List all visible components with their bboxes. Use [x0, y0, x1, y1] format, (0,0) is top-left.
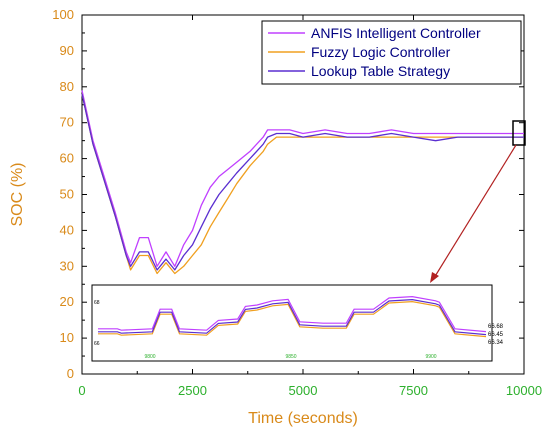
- x-axis-title: Time (seconds): [248, 410, 358, 427]
- inset-series-line-1: [98, 300, 487, 338]
- x-tick-label: 2500: [178, 383, 207, 398]
- series-line-0: [81, 90, 524, 267]
- legend: ANFIS Intelligent Controller Fuzzy Logic …: [261, 20, 522, 85]
- y-tick-label: 0: [67, 366, 74, 381]
- y-tick-label: 10: [60, 330, 74, 345]
- inset-value-label: 66.34: [488, 340, 504, 346]
- zoom-inset: 9800 9850 9900 66 68 66.68 66.45 66.34: [91, 284, 504, 362]
- zoom-arrow-line: [433, 144, 517, 279]
- y-tick-label: 40: [60, 222, 74, 237]
- y-tick-label: 50: [60, 187, 74, 202]
- x-tick-label: 7500: [399, 383, 428, 398]
- legend-label: Lookup Table Strategy: [311, 63, 450, 79]
- inset-series-line-2: [98, 298, 487, 336]
- legend-label: ANFIS Intelligent Controller: [311, 25, 481, 41]
- y-axis-title: SOC (%): [9, 163, 26, 227]
- y-tick-label: 60: [60, 151, 74, 166]
- y-tick-label: 80: [60, 79, 74, 94]
- inset-x-tick-label: 9850: [285, 354, 296, 360]
- x-tick-label: 5000: [289, 383, 318, 398]
- series-lines: [81, 90, 524, 275]
- inset-y-tick-label: 66: [94, 341, 100, 347]
- y-tick-label: 100: [52, 7, 74, 22]
- y-tick-label: 70: [60, 115, 74, 130]
- axes: 0 10 20 30 40 50 60 70 80 90 100 0 2500 5000 7500 10000…: [9, 7, 542, 427]
- inset-y-tick-label: 68: [94, 300, 100, 306]
- inset-value-label: 66.45: [488, 332, 504, 338]
- x-tick-label: 10000: [506, 383, 542, 398]
- inset-value-label: 66.68: [488, 324, 504, 330]
- legend-box: [261, 20, 522, 85]
- x-tick-label: 0: [78, 383, 85, 398]
- y-tick-label: 90: [60, 43, 74, 58]
- y-tick-label: 30: [60, 258, 74, 273]
- zoom-arrow-head: [430, 272, 439, 283]
- inset-x-tick-label: 9900: [425, 354, 436, 360]
- series-line-1: [81, 93, 524, 275]
- legend-label: Fuzzy Logic Controller: [311, 44, 451, 60]
- inset-series-line-0: [98, 295, 487, 333]
- inset-frame: [91, 284, 493, 362]
- inset-x-tick-label: 9800: [144, 354, 155, 360]
- series-line-2: [81, 93, 524, 271]
- zoom-annotation: [430, 120, 526, 283]
- zoom-region-box: [512, 120, 526, 146]
- y-tick-label: 20: [60, 294, 74, 309]
